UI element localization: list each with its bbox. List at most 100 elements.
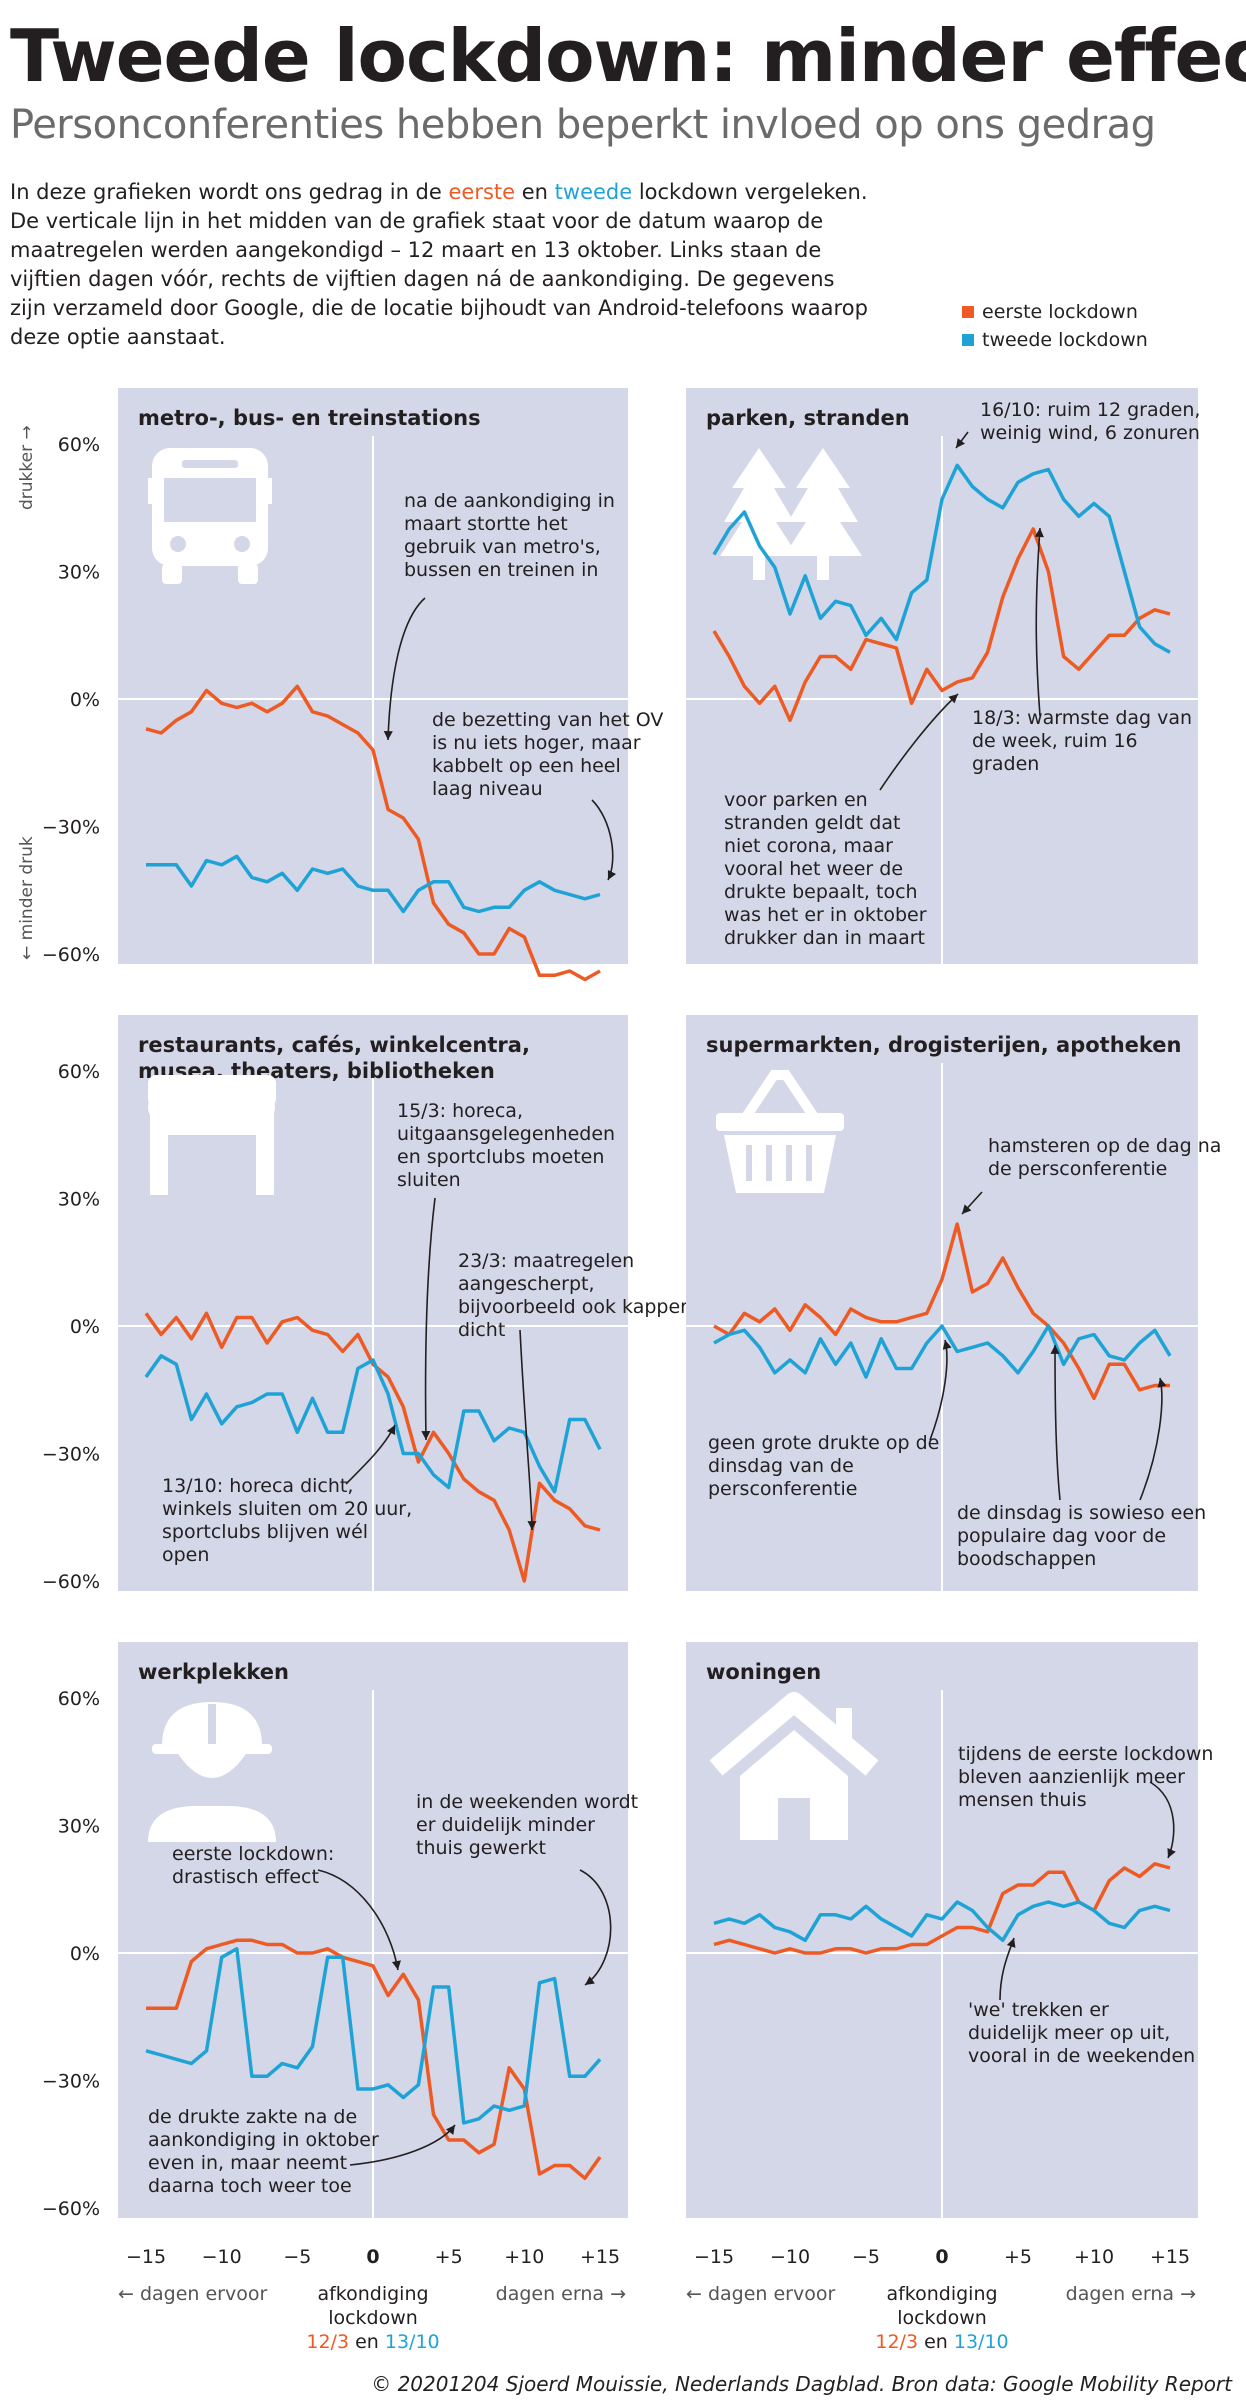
- arrowhead: [956, 438, 965, 448]
- y-tick-label: −30%: [42, 1444, 100, 1466]
- annotation-0-line-1: bleven aanzienlijk meer: [958, 1766, 1185, 1788]
- roof: [709, 1692, 879, 1776]
- annotation-0-line-1: de persconferentie: [988, 1158, 1167, 1180]
- arrowhead: [962, 1204, 972, 1214]
- date-en: en: [924, 2331, 954, 2353]
- arrowhead: [1006, 1938, 1016, 1948]
- annotation-arrow-2: [879, 693, 959, 791]
- annotation-arrow-1: [1035, 527, 1041, 717]
- y-axis-label-drukker: drukker →: [17, 425, 37, 510]
- series-line-second-lockdown: [713, 1900, 1171, 1943]
- annotation-1-line-1: is nu iets hoger, maar: [432, 732, 641, 754]
- date-second: 13/10: [954, 2331, 1009, 2353]
- bus-light-right: [234, 536, 250, 552]
- legend-swatch-first: [962, 306, 974, 318]
- annotation-0-line-0: hamsteren op de dag na: [988, 1135, 1221, 1157]
- annotation-2-line-0: de dinsdag is sowieso een: [957, 1502, 1206, 1524]
- annotation-2-line-2: even in, maar neemt: [148, 2152, 347, 2174]
- series-line-second-lockdown: [145, 1947, 602, 2125]
- annotation-1-line-0: 'we' trekken er: [968, 1999, 1109, 2021]
- intro-en: en: [515, 180, 555, 204]
- intro-eerste: eerste: [448, 180, 516, 204]
- arrowhead: [1050, 1345, 1060, 1354]
- x-tick-label: +5: [1004, 2246, 1032, 2268]
- legend: eerste lockdown tweede lockdown: [962, 298, 1148, 354]
- annotation-2-line-2: niet corona, maar: [724, 835, 893, 857]
- y-tick-label: −60%: [42, 2198, 100, 2220]
- bus-mirror-right: [266, 478, 272, 504]
- arrowhead: [391, 1960, 401, 1970]
- chimney: [836, 1708, 852, 1744]
- tree-trunk-1: [753, 552, 765, 580]
- annotation-2-line-3: vooral het weer de: [724, 858, 903, 880]
- torso: [148, 1806, 276, 1842]
- arrowhead: [1034, 528, 1044, 538]
- x-label-before: ← dagen ervoor: [686, 2283, 835, 2305]
- annotation-0-line-1: drastisch effect: [172, 1866, 319, 1888]
- x-tick-label: 0: [366, 2246, 379, 2268]
- basket-slot-3: [806, 1145, 812, 1181]
- annotation-1-line-0: 23/3: maatregelen: [458, 1250, 634, 1272]
- x-label-before: ← dagen ervoor: [118, 2283, 267, 2305]
- page-subtitle: Personconferenties hebben beperkt invloe…: [10, 102, 1156, 148]
- annotation-0-line-2: en sportclubs moeten: [397, 1146, 604, 1168]
- intro-part1: In deze grafieken wordt ons gedrag in de: [10, 180, 449, 204]
- annotation-2-line-1: winkels sluiten om 20 uur,: [162, 1498, 412, 1520]
- annotation-2-line-1: populaire dag voor de: [957, 1525, 1166, 1547]
- arrowhead: [421, 1431, 431, 1440]
- legend-label-first: eerste lockdown: [982, 301, 1138, 323]
- bus-icon: [148, 448, 272, 584]
- y-tick-label: 60%: [58, 1688, 100, 1710]
- bus-mirror-left: [148, 478, 154, 504]
- annotation-1-line-1: aangescherpt,: [458, 1273, 595, 1295]
- intro-text: In deze grafieken wordt ons gedrag in de…: [10, 178, 870, 352]
- x-tick-label: −10: [202, 2246, 242, 2268]
- y-tick-label: 0%: [70, 1943, 100, 1965]
- annotation-1-line-3: dicht: [458, 1319, 505, 1341]
- annotation-2-line-5: was het er in oktober: [724, 904, 927, 926]
- basket-slot-1: [766, 1145, 772, 1181]
- annotation-0-line-1: uitgaansgelegenheden: [397, 1123, 615, 1145]
- annotation-1-line-2: thuis gewerkt: [416, 1837, 546, 1859]
- panel-title: parken, stranden: [706, 406, 910, 430]
- y-tick-label: 60%: [58, 434, 100, 456]
- y-tick-label: 30%: [58, 1816, 100, 1838]
- annotation-0-line-3: bussen en treinen in: [404, 559, 598, 581]
- intro-tweede: tweede: [554, 180, 633, 204]
- x-tick-label: +15: [1150, 2246, 1190, 2268]
- annotation-1-line-0: 18/3: warmste dag van: [972, 707, 1192, 729]
- panel-2: restaurants, cafés, winkelcentra, musea, …: [118, 1015, 698, 1591]
- panel-1: parken, stranden 16/10: ruim 12 graden,we…: [686, 388, 1200, 964]
- annotation-2-line-1: aankondiging in oktober: [148, 2129, 379, 2151]
- annotation-arrow-1: [519, 1329, 533, 1531]
- annotation-1-line-1: de week, ruim 16: [972, 730, 1138, 752]
- basket-handle: [741, 1070, 819, 1120]
- y-axis-label-minder-druk: ← minder druk: [17, 836, 37, 960]
- series-line-first-lockdown: [146, 1938, 602, 2181]
- date-first: 12/3: [875, 2331, 924, 2353]
- basket-icon: [716, 1070, 844, 1193]
- x-label-center-1: afkondiging: [886, 2283, 997, 2305]
- annotation-1-line-0: in de weekenden wordt: [416, 1791, 638, 1813]
- series-line-second-lockdown: [146, 854, 601, 914]
- annotation-0-line-2: gebruik van metro's,: [404, 536, 601, 558]
- arrowhead: [383, 730, 393, 740]
- annotation-arrow-1: [579, 1869, 612, 1986]
- annotation-arrow-0: [424, 1197, 436, 1441]
- tree-1: [720, 448, 798, 556]
- annotation-1-line-0: geen grote drukte op de: [708, 1432, 939, 1454]
- arrowhead: [1157, 1378, 1167, 1388]
- legend-item-second: tweede lockdown: [962, 326, 1148, 354]
- panel-title: metro-, bus- en treinstations: [138, 406, 481, 430]
- y-tick-label: −30%: [42, 817, 100, 839]
- annotation-1-line-1: duidelijk meer op uit,: [968, 2022, 1170, 2044]
- bus-sign: [182, 460, 238, 468]
- legend-item-first: eerste lockdown: [962, 298, 1148, 326]
- bus-light-left: [170, 536, 186, 552]
- y-tick-label: −30%: [42, 2071, 100, 2093]
- panel-title: werkplekken: [138, 1660, 289, 1684]
- annotation-0-line-2: mensen thuis: [958, 1789, 1087, 1811]
- annotation-0-line-3: sluiten: [397, 1169, 461, 1191]
- basket-slot-0: [746, 1145, 752, 1181]
